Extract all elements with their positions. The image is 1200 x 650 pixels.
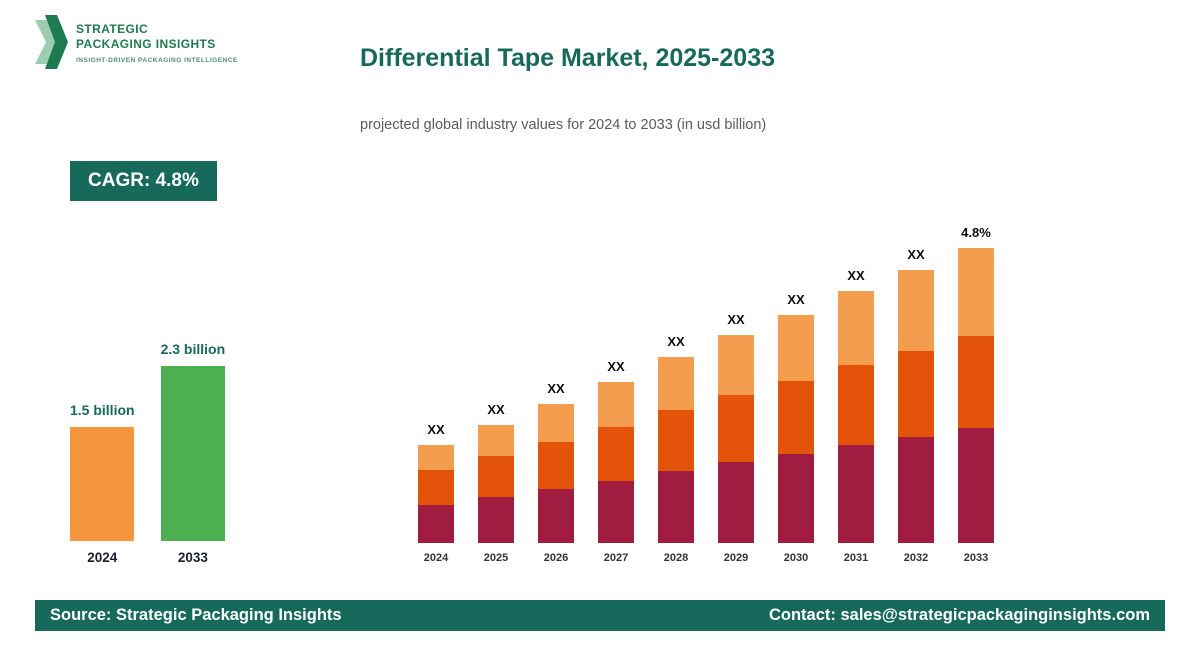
stacked-bar [598, 382, 634, 543]
stacked-chart-column: XX 2028 [658, 334, 694, 565]
category-label: 2031 [843, 552, 869, 564]
brand-name-line2: PACKAGING INSIGHTS [76, 37, 216, 51]
page-title: Differential Tape Market, 2025-2033 [360, 44, 776, 72]
category-label: 2028 [663, 552, 689, 564]
stacked-bar [898, 270, 934, 543]
category-label: 2033 [177, 550, 208, 565]
summary-chart-column: 2.3 billion 2033 [161, 341, 226, 565]
stacked-chart-column: XX 2030 [778, 292, 814, 565]
bar-segment-segment-middle [778, 381, 814, 454]
bar-segment-segment-top [538, 404, 574, 442]
category-label: 2026 [543, 552, 569, 564]
bar-segment-segment-top [478, 425, 514, 456]
stacked-chart-column: XX 2024 [418, 422, 454, 565]
stacked-chart-column: 4.8% 2033 [958, 225, 994, 565]
bar-value-label: XX [487, 402, 505, 417]
category-label: 2024 [423, 552, 449, 564]
bar-segment-segment-middle [958, 336, 994, 428]
bar-value-label: XX [667, 334, 685, 349]
bar-segment-segment-top [418, 445, 454, 470]
bar-value-label: XX [607, 359, 625, 374]
bar-segment-segment-bottom [958, 428, 994, 543]
stacked-chart-column: XX 2029 [718, 312, 754, 565]
bar-segment-segment-bottom [538, 489, 574, 543]
chevron-logo-icon [35, 15, 68, 69]
bar-segment-segment-bottom [778, 454, 814, 543]
bar-segment-segment-bottom [898, 437, 934, 543]
bar-segment-segment-bottom [658, 471, 694, 543]
bar-value-label: 2.3 billion [160, 341, 226, 357]
summary-chart: 1.5 billion 2024 2.3 billion 2033 [70, 341, 225, 565]
stacked-chart-column: XX 2025 [478, 402, 514, 565]
bar-segment-segment-middle [838, 365, 874, 445]
brand-logo-text: STRATEGIC PACKAGING INSIGHTS INSIGHT-DRI… [76, 13, 238, 64]
category-label: 2025 [483, 552, 509, 564]
bar-segment-segment-bottom [838, 445, 874, 543]
stacked-chart-column: XX 2026 [538, 381, 574, 565]
summary-chart-column: 1.5 billion 2024 [70, 402, 135, 565]
bar-value-label: XX [847, 268, 865, 283]
bar-value-label: XX [787, 292, 805, 307]
bar-value-label: XX [547, 381, 565, 396]
brand-name-line1: STRATEGIC [76, 22, 149, 36]
bar-value-label: XX [907, 247, 925, 262]
bar [70, 427, 135, 541]
bar-segment-segment-bottom [418, 505, 454, 543]
stacked-bar [718, 335, 754, 543]
bar-value-label: XX [427, 422, 445, 437]
cagr-badge: CAGR: 4.8% [70, 161, 217, 201]
bar-segment-segment-middle [598, 427, 634, 481]
stacked-chart-column: XX 2031 [838, 268, 874, 565]
category-label: 2032 [903, 552, 929, 564]
footer-bar: Source: Strategic Packaging Insights Con… [35, 600, 1165, 631]
category-label: 2033 [963, 552, 989, 564]
stacked-bar [658, 357, 694, 543]
bar-segment-segment-top [598, 382, 634, 427]
category-label: 2030 [783, 552, 809, 564]
brand-tagline: INSIGHT-DRIVEN PACKAGING INTELLIGENCE [76, 57, 238, 64]
bar-segment-segment-middle [658, 410, 694, 471]
stacked-bar [778, 315, 814, 543]
bar [160, 366, 225, 541]
bar-segment-segment-top [898, 270, 934, 351]
bar-segment-segment-bottom [478, 497, 514, 543]
bar-segment-segment-middle [478, 456, 514, 497]
bar-value-label: 1.5 billion [70, 402, 135, 418]
bar-value-label: 4.8% [961, 225, 991, 240]
bar-segment-segment-top [658, 357, 694, 410]
bar-segment-segment-bottom [598, 481, 634, 543]
bar-segment-segment-bottom [718, 462, 754, 543]
category-label: 2027 [603, 552, 629, 564]
bar-segment-segment-middle [718, 395, 754, 462]
bar-segment-segment-top [838, 291, 874, 365]
stacked-bar [478, 425, 514, 543]
footer-contact: Contact: sales@strategicpackaginginsight… [768, 606, 1150, 624]
page-subtitle: projected global industry values for 202… [360, 117, 767, 133]
stacked-bar [838, 291, 874, 543]
bar-segment-segment-top [718, 335, 754, 395]
bar-segment-segment-top [778, 315, 814, 381]
stacked-chart-column: XX 2027 [598, 359, 634, 565]
stacked-chart-column: XX 2032 [898, 247, 934, 565]
stacked-bar [958, 248, 994, 543]
stacked-chart: XX 2024 XX 2025 XX 2026 XX 2027 XX 2028 XX 2029 XX 20… [418, 225, 994, 565]
bar-segment-segment-middle [538, 442, 574, 489]
footer-source: Source: Strategic Packaging Insights [50, 606, 342, 624]
bar-segment-segment-middle [898, 351, 934, 437]
brand-logo: STRATEGIC PACKAGING INSIGHTS INSIGHT-DRI… [34, 13, 238, 71]
bar-segment-segment-top [958, 248, 994, 336]
category-label: 2029 [723, 552, 749, 564]
stacked-bar [418, 445, 454, 543]
category-label: 2024 [87, 550, 118, 565]
bar-segment-segment-middle [418, 470, 454, 505]
bar-value-label: XX [727, 312, 745, 327]
stacked-bar [538, 404, 574, 543]
